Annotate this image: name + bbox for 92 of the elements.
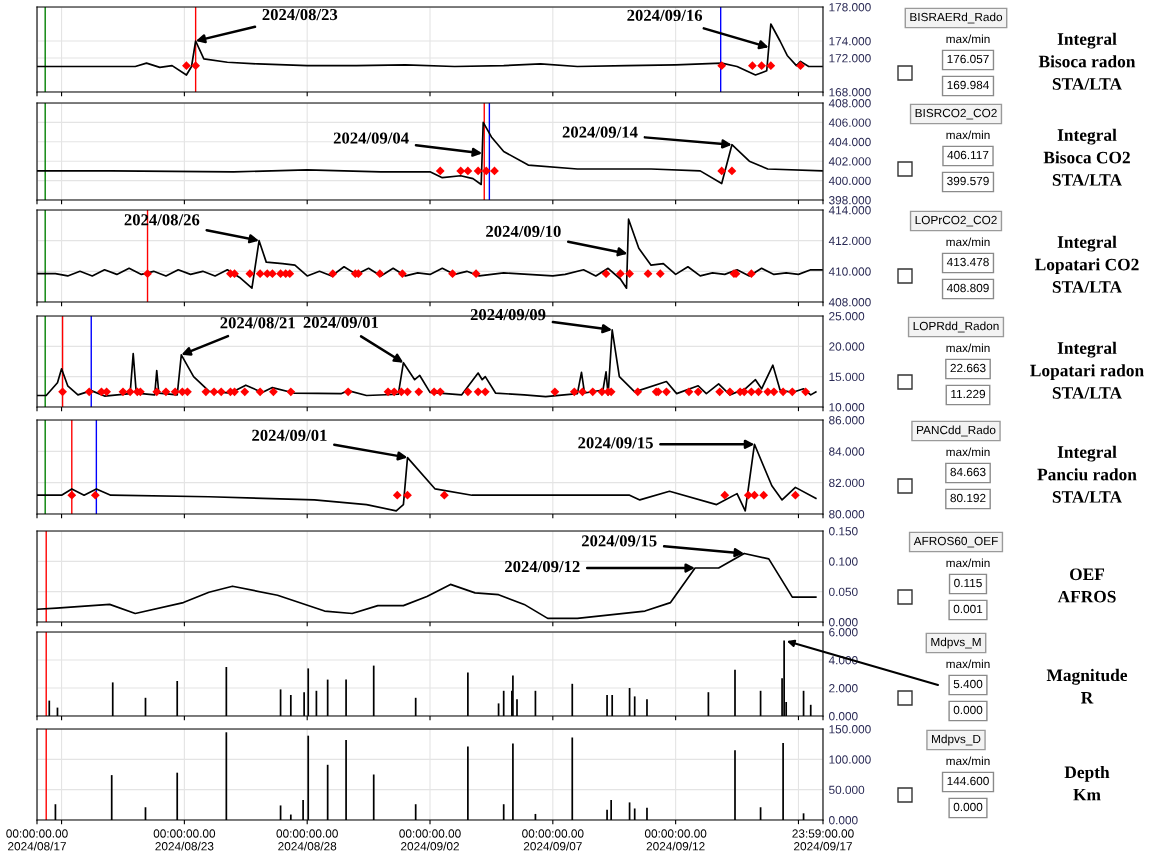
y-tick-label: 2.000 — [829, 684, 858, 693]
text: max/min — [946, 34, 990, 44]
annotation: 2024/09/04 — [333, 132, 409, 144]
text: LOPRdd_Radon — [913, 321, 999, 333]
text: 22.663 — [950, 363, 986, 373]
annotation: 2024/08/21 — [220, 317, 295, 329]
text: PANCdd_Rado — [917, 425, 996, 437]
x-tick-label: 23:59:00.00 2024/09/17 — [792, 829, 854, 851]
y-tick-label: 82.000 — [829, 478, 865, 488]
text: max/min — [946, 447, 990, 457]
text: LOPrCO2_CO2 — [915, 215, 997, 227]
y-tick-label: 168.000 — [829, 88, 871, 97]
text: 169.984 — [947, 80, 989, 90]
text: 399.579 — [947, 176, 989, 186]
text: Integral Bisoca CO2 STA/LTA — [1043, 128, 1130, 186]
text: 80.192 — [950, 493, 986, 503]
y-tick-label: 398.000 — [829, 196, 871, 205]
text: max/min — [946, 659, 990, 669]
text: 413.478 — [946, 257, 989, 267]
text: Integral Bisoca radon STA/LTA — [1038, 32, 1136, 90]
text: Depth Km — [1064, 765, 1110, 801]
text: Mdpvs_M — [931, 637, 981, 649]
text: 408.809 — [946, 283, 989, 293]
y-tick-label: 0.050 — [829, 587, 858, 597]
y-tick-label: 174.000 — [829, 37, 871, 46]
x-tick-label: 00:00:00.00 2024/09/07 — [522, 829, 584, 851]
x-tick-label: 00:00:00.00 2024/08/28 — [276, 829, 338, 851]
y-tick-label: 6.000 — [829, 628, 858, 637]
annotation: 2024/09/14 — [562, 126, 638, 138]
y-tick-label: 408.000 — [828, 298, 871, 307]
text: 144.600 — [947, 776, 989, 786]
y-tick-label: 150.000 — [829, 725, 871, 734]
annotation: 2024/09/16 — [627, 9, 703, 21]
text: Integral Lopatari radon STA/LTA — [1030, 341, 1144, 399]
text: 84.663 — [950, 467, 986, 477]
text: OEF AFROS — [1057, 568, 1116, 603]
text: max/min — [946, 558, 990, 568]
y-tick-label: 50.000 — [829, 785, 865, 795]
text: Integral Lopatari CO2 STA/LTA — [1034, 235, 1139, 293]
annotation: 2024/09/01 — [303, 316, 378, 328]
y-tick-label: 10.000 — [829, 403, 865, 412]
text: BISRAERd_Rado — [910, 12, 1003, 24]
y-tick-label: 80.000 — [829, 510, 865, 519]
y-tick-label: 172.000 — [829, 54, 871, 63]
annotation: 2024/09/01 — [252, 429, 327, 441]
text: BISRCO2_CO2 — [915, 108, 997, 120]
annotation: 2024/08/23 — [262, 8, 338, 21]
text: max/min — [946, 756, 990, 766]
text: 0.000 — [953, 802, 983, 812]
text: Integral Panciu radon STA/LTA — [1037, 445, 1137, 503]
y-tick-label: 0.100 — [829, 557, 858, 566]
text: Mdpvs_D — [932, 734, 981, 746]
text: 176.057 — [947, 54, 989, 64]
annotation: 2024/09/15 — [578, 437, 653, 449]
text: max/min — [946, 237, 990, 247]
y-tick-label: 178.000 — [829, 3, 871, 12]
y-tick-label: 400.000 — [828, 176, 871, 185]
y-tick-label: 86.000 — [829, 416, 865, 425]
text: Magnitude R — [1046, 668, 1128, 704]
y-tick-label: 404.000 — [828, 137, 871, 147]
text: 0.115 — [954, 578, 982, 588]
x-tick-label: 00:00:00.00 2024/09/02 — [399, 829, 461, 851]
text: 406.117 — [947, 150, 989, 160]
text: 0.001 — [953, 604, 983, 614]
annotation: 2024/09/09 — [470, 308, 546, 321]
y-tick-label: 0.000 — [829, 618, 858, 627]
y-tick-label: 0.150 — [829, 527, 858, 536]
y-tick-label: 410.000 — [828, 267, 871, 276]
y-tick-label: 84.000 — [829, 447, 865, 456]
y-tick-label: 408.000 — [828, 99, 871, 108]
annotation: 2024/09/12 — [505, 560, 580, 573]
x-tick-label: 00:00:00.00 2024/09/12 — [644, 829, 707, 851]
text: max/min — [946, 130, 990, 140]
x-tick-label: 00:00:00.00 2024/08/23 — [153, 829, 216, 851]
y-tick-label: 20.000 — [829, 342, 865, 351]
annotation: 2024/09/10 — [486, 225, 561, 238]
text: 0.000 — [953, 705, 983, 715]
y-tick-label: 406.000 — [828, 118, 871, 127]
y-tick-label: 0.000 — [829, 712, 858, 721]
y-tick-label: 0.000 — [829, 816, 858, 825]
y-tick-label: 25.000 — [829, 312, 865, 321]
text: max/min — [946, 343, 990, 353]
y-tick-label: 412.000 — [828, 236, 871, 246]
text: AFROS60_OEF — [913, 536, 998, 548]
text: 5.400 — [953, 679, 983, 689]
y-tick-label: 414.000 — [828, 206, 871, 215]
y-tick-label: 100.000 — [829, 755, 871, 764]
x-tick-label: 00:00:00.00 2024/08/17 — [6, 829, 68, 851]
y-tick-label: 15.000 — [829, 372, 865, 382]
text: 11.229 — [951, 389, 986, 399]
annotation: 2024/09/15 — [581, 535, 657, 547]
y-tick-label: 402.000 — [828, 157, 871, 166]
